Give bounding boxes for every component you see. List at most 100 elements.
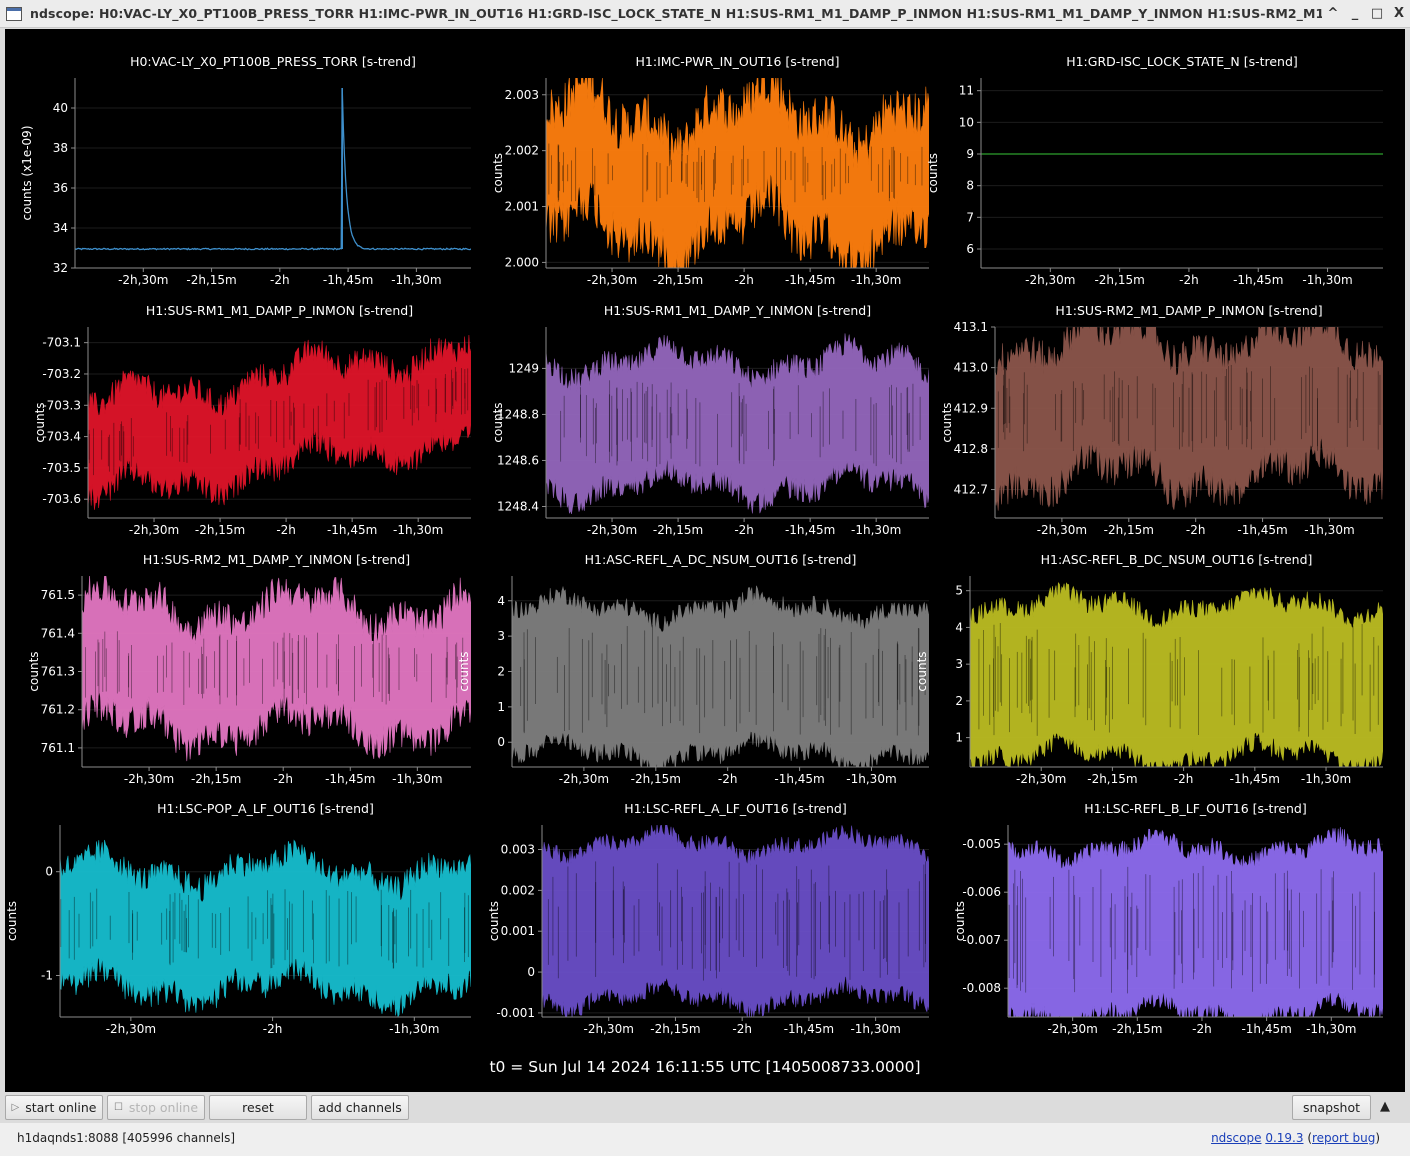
y-tick-label: 761.4 xyxy=(41,626,75,640)
y-tick-label: -703.1 xyxy=(42,336,81,350)
plot-panel[interactable]: H0:VAC-LY_X0_PT100B_PRESS_TORR [s-trend]… xyxy=(20,54,471,287)
x-tick-label: -2h xyxy=(263,1022,283,1036)
y-tick-label: 412.8 xyxy=(954,442,988,456)
y-tick-label: 32 xyxy=(53,261,68,275)
collapse-toolbar-icon[interactable]: ▲ xyxy=(1380,1099,1390,1114)
series xyxy=(75,88,471,251)
y-tick-label: 0.002 xyxy=(501,883,535,897)
x-tick-label: -2h,15m xyxy=(186,273,236,287)
window-maximize-button[interactable]: □ xyxy=(1370,6,1384,21)
plot-panel[interactable]: H1:SUS-RM1_M1_DAMP_P_INMON [s-trend] coun… xyxy=(33,303,471,537)
y-axis-label: counts xyxy=(487,901,501,941)
chart-title: H1:GRD-ISC_LOCK_STATE_N [s-trend] xyxy=(1066,54,1298,69)
x-tick-label: -1h,30m xyxy=(851,523,901,537)
plot-panel[interactable]: H1:GRD-ISC_LOCK_STATE_N [s-trend] counts 1… xyxy=(926,54,1383,287)
y-axis-label: counts xyxy=(915,651,929,691)
y-tick-label: 1 xyxy=(955,731,963,745)
series-band xyxy=(995,327,1383,511)
snapshot-button[interactable]: snapshot xyxy=(1292,1095,1371,1120)
plot-panel[interactable]: H1:SUS-RM2_M1_DAMP_P_INMON [s-trend] coun… xyxy=(940,303,1383,537)
y-tick-label: 2 xyxy=(955,694,963,708)
x-tick-label: -1h,30m xyxy=(1306,1022,1356,1036)
reset-button[interactable]: reset xyxy=(209,1095,307,1120)
toolbar: ▷ start online ☐ stop online reset add c… xyxy=(0,1093,1410,1123)
plot-panel[interactable]: H1:LSC-POP_A_LF_OUT16 [s-trend] counts 0 -1… xyxy=(5,801,471,1036)
y-axis-label: counts xyxy=(491,402,505,442)
series-band xyxy=(88,334,471,510)
y-tick-label: -703.6 xyxy=(42,492,81,506)
version-link[interactable]: 0.19.3 xyxy=(1265,1131,1304,1145)
x-tick-label: -1h,45m xyxy=(323,273,373,287)
series-line xyxy=(75,91,471,251)
plot-panel[interactable]: H1:SUS-RM1_M1_DAMP_Y_INMON [s-trend] coun… xyxy=(491,303,929,537)
y-tick-label: 761.5 xyxy=(41,588,75,602)
x-tick-label: -2h,30m xyxy=(1025,273,1075,287)
y-axis-label: counts xyxy=(940,402,954,442)
plot-area[interactable]: H0:VAC-LY_X0_PT100B_PRESS_TORR [s-trend]… xyxy=(5,29,1405,1092)
x-tick-label: -1h,45m xyxy=(785,523,835,537)
y-axis-label: counts xyxy=(926,153,940,193)
ndscope-link[interactable]: ndscope xyxy=(1211,1131,1262,1145)
x-tick-label: -2h,30m xyxy=(587,273,637,287)
y-tick-label: 1248.6 xyxy=(497,453,539,467)
y-tick-label: 1248.4 xyxy=(497,499,539,513)
x-tick-label: -2h,30m xyxy=(106,1022,156,1036)
y-axis-label: counts xyxy=(33,402,47,442)
add-channels-button[interactable]: add channels xyxy=(311,1095,409,1120)
play-icon: ▷ xyxy=(11,1102,20,1113)
plot-panel[interactable]: H1:SUS-RM2_M1_DAMP_Y_INMON [s-trend] coun… xyxy=(27,552,471,786)
x-tick-label: -1h,30m xyxy=(1301,772,1351,786)
window-shade-button[interactable]: ^ xyxy=(1327,6,1339,21)
x-tick-label: -2h,15m xyxy=(1112,1022,1162,1036)
y-tick-label: 761.3 xyxy=(41,665,75,679)
series xyxy=(995,327,1383,511)
y-tick-label: 761.1 xyxy=(41,741,75,755)
chart-title: H1:LSC-REFL_A_LF_OUT16 [s-trend] xyxy=(624,801,847,816)
y-tick-label: 412.9 xyxy=(954,401,988,415)
y-tick-label: 34 xyxy=(53,221,68,235)
y-tick-label: 0.003 xyxy=(501,843,535,857)
x-tick-label: -2h xyxy=(732,1022,752,1036)
plot-grid[interactable]: H0:VAC-LY_X0_PT100B_PRESS_TORR [s-trend]… xyxy=(5,29,1405,1092)
x-tick-label: -1h,30m xyxy=(392,772,442,786)
x-tick-label: -2h,30m xyxy=(559,772,609,786)
y-tick-label: -703.4 xyxy=(42,430,81,444)
chart-title: H1:SUS-RM2_M1_DAMP_P_INMON [s-trend] xyxy=(1055,303,1322,318)
stop-online-button[interactable]: ☐ stop online xyxy=(107,1095,205,1120)
series-band xyxy=(60,839,471,1017)
x-tick-label: -2h,15m xyxy=(191,772,241,786)
start-online-label: start online xyxy=(25,1100,97,1115)
x-tick-label: -1h,45m xyxy=(327,523,377,537)
series xyxy=(546,333,929,514)
chart-title: H1:ASC-REFL_B_DC_NSUM_OUT16 [s-trend] xyxy=(1041,552,1313,567)
series xyxy=(542,825,929,1017)
y-tick-label: 1249 xyxy=(508,361,539,375)
start-online-button[interactable]: ▷ start online xyxy=(5,1095,103,1120)
y-tick-label: -0.008 xyxy=(962,981,1001,995)
plot-panel[interactable]: H1:LSC-REFL_A_LF_OUT16 [s-trend]counts0.… xyxy=(487,801,929,1036)
x-tick-label: -2h xyxy=(734,273,754,287)
y-tick-label: 38 xyxy=(53,141,68,155)
window-minimize-button[interactable]: _ xyxy=(1351,6,1359,21)
y-tick-label: -1 xyxy=(41,968,53,982)
series-band xyxy=(546,333,929,514)
x-tick-label: -2h,15m xyxy=(1087,772,1137,786)
x-tick-label: -2h,30m xyxy=(587,523,637,537)
plot-panel[interactable]: H1:ASC-REFL_B_DC_NSUM_OUT16 [s-trend] cou… xyxy=(915,552,1383,786)
x-tick-label: -1h,30m xyxy=(1302,273,1352,287)
plot-panel[interactable]: H1:LSC-REFL_B_LF_OUT16 [s-trend]counts-0… xyxy=(953,801,1383,1036)
plot-panel[interactable]: H1:IMC-PWR_IN_OUT16 [s-trend] counts 2.003… xyxy=(491,54,929,288)
plot-panel[interactable]: H1:ASC-REFL_A_DC_NSUM_OUT16 [s-trend] cou… xyxy=(457,552,929,786)
window-close-button[interactable]: X xyxy=(1393,6,1405,21)
series xyxy=(546,78,929,268)
stop-online-label: stop online xyxy=(128,1100,199,1115)
y-tick-label: 413.0 xyxy=(954,361,988,375)
x-tick-label: -1h,45m xyxy=(785,273,835,287)
y-tick-label: -703.3 xyxy=(42,398,81,412)
series-band xyxy=(546,78,929,268)
series-band xyxy=(82,576,471,762)
series-band xyxy=(1008,827,1383,1017)
stop-icon: ☐ xyxy=(113,1102,123,1113)
x-tick-label: -2h,15m xyxy=(653,523,703,537)
report-bug-link[interactable]: report bug xyxy=(1312,1131,1376,1145)
